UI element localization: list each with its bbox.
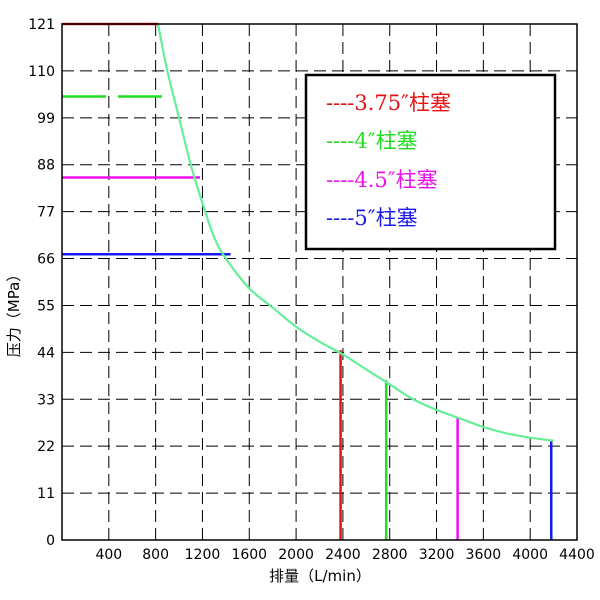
x-tick-label: 2400 bbox=[325, 547, 361, 563]
y-tick-label: 33 bbox=[37, 392, 55, 408]
y-tick-label: 66 bbox=[37, 252, 55, 268]
y-tick-label: 77 bbox=[37, 205, 55, 221]
y-tick-label: 99 bbox=[37, 111, 55, 127]
power-curve bbox=[156, 23, 554, 442]
x-tick-label: 3200 bbox=[419, 547, 455, 563]
power-curve-layer bbox=[156, 23, 554, 442]
x-tick-label: 400 bbox=[95, 547, 122, 563]
x-axis-label: 排量（L/min） bbox=[269, 567, 371, 585]
y-tick-label: 11 bbox=[37, 486, 55, 502]
series-lines bbox=[62, 22, 553, 540]
legend-item-3-75: ----3.75″柱塞 bbox=[326, 91, 451, 115]
y-tick-label: 110 bbox=[28, 64, 55, 80]
y-tick-label: 121 bbox=[28, 17, 55, 33]
legend-box bbox=[304, 73, 557, 251]
x-tick-label: 800 bbox=[142, 547, 169, 563]
y-tick-label: 44 bbox=[37, 345, 55, 361]
legend: ----3.75″柱塞 ----4″柱塞 ----4.5″柱塞 ----5″柱塞 bbox=[304, 73, 557, 251]
y-axis-label: 压力（MPa） bbox=[5, 267, 23, 358]
x-tick-label: 2800 bbox=[372, 547, 408, 563]
x-tick-label: 3600 bbox=[466, 547, 502, 563]
plot-frame bbox=[61, 23, 578, 541]
x-tick-label: 1600 bbox=[231, 547, 267, 563]
y-tick-label: 22 bbox=[37, 439, 55, 455]
legend-item-5: ----5″柱塞 bbox=[326, 206, 418, 230]
y-tick-label: 0 bbox=[46, 533, 55, 549]
x-tick-label: 4400 bbox=[559, 547, 595, 563]
y-tick-label: 88 bbox=[37, 158, 55, 174]
x-tick-label: 2000 bbox=[278, 547, 314, 563]
legend-item-4-5: ----4.5″柱塞 bbox=[326, 168, 438, 192]
legend-item-4: ----4″柱塞 bbox=[326, 129, 418, 153]
y-tick-label: 55 bbox=[37, 298, 55, 314]
x-tick-label: 4000 bbox=[512, 547, 548, 563]
x-tick-label: 1200 bbox=[185, 547, 221, 563]
tick-labels: 400 800 1200 1600 2000 2400 2800 3200 3600 4000 44… bbox=[28, 17, 595, 563]
